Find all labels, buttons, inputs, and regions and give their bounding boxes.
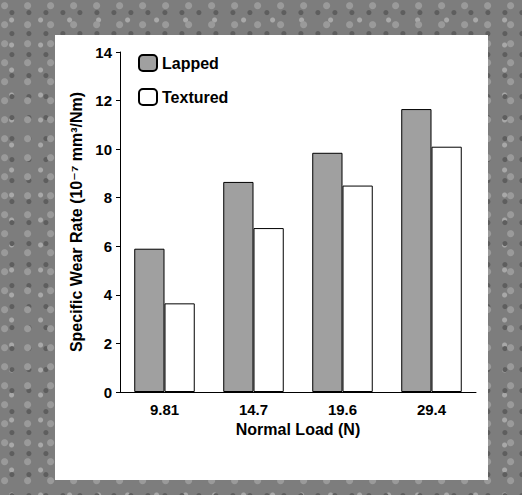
svg-text:Textured: Textured — [162, 89, 228, 106]
svg-text:Normal Load (N): Normal Load (N) — [236, 421, 360, 438]
svg-text:29.4: 29.4 — [417, 401, 447, 418]
svg-text:Lapped: Lapped — [162, 55, 219, 72]
svg-text:14.7: 14.7 — [239, 401, 268, 418]
svg-text:8: 8 — [104, 189, 112, 206]
svg-text:Specific Wear Rate (10⁻⁷ mm³/N: Specific Wear Rate (10⁻⁷ mm³/Nm) — [68, 92, 85, 352]
svg-text:4: 4 — [104, 286, 113, 303]
svg-text:6: 6 — [104, 238, 112, 255]
svg-text:2: 2 — [104, 335, 112, 352]
svg-text:10: 10 — [95, 141, 112, 158]
svg-text:9.81: 9.81 — [150, 401, 179, 418]
svg-text:12: 12 — [95, 92, 112, 109]
svg-text:19.6: 19.6 — [328, 401, 357, 418]
svg-text:0: 0 — [104, 384, 112, 401]
svg-text:14: 14 — [95, 44, 112, 61]
